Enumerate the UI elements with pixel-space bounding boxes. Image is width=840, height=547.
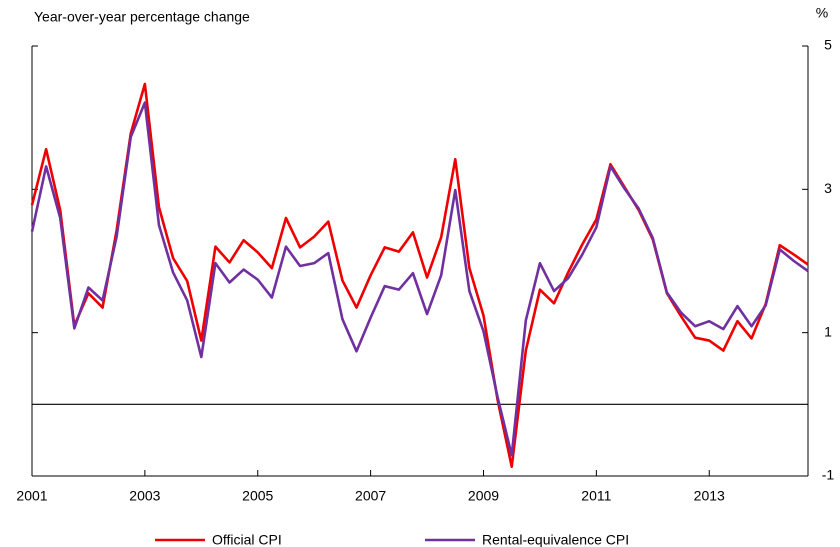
legend-label: Official CPI: [212, 532, 282, 547]
legend-label: Rental-equivalence CPI: [482, 532, 629, 547]
y-tick-label: -1: [822, 467, 835, 483]
x-tick-label: 2009: [468, 488, 499, 504]
y-tick-label: 5: [824, 37, 832, 53]
x-tick-label: 2005: [242, 488, 273, 504]
y-axis-label: Year-over-year percentage change: [34, 9, 250, 25]
y-tick-label: 1: [824, 323, 832, 339]
x-tick-label: 2001: [16, 488, 47, 504]
y-tick-label: 3: [824, 180, 832, 196]
x-tick-label: 2003: [129, 488, 160, 504]
x-tick-label: 2013: [694, 488, 725, 504]
x-tick-label: 2011: [581, 488, 611, 504]
series-line: [30, 82, 809, 468]
y2-axis-label: %: [816, 5, 828, 21]
x-tick-label: 2007: [355, 488, 386, 504]
series-line: [30, 101, 809, 457]
